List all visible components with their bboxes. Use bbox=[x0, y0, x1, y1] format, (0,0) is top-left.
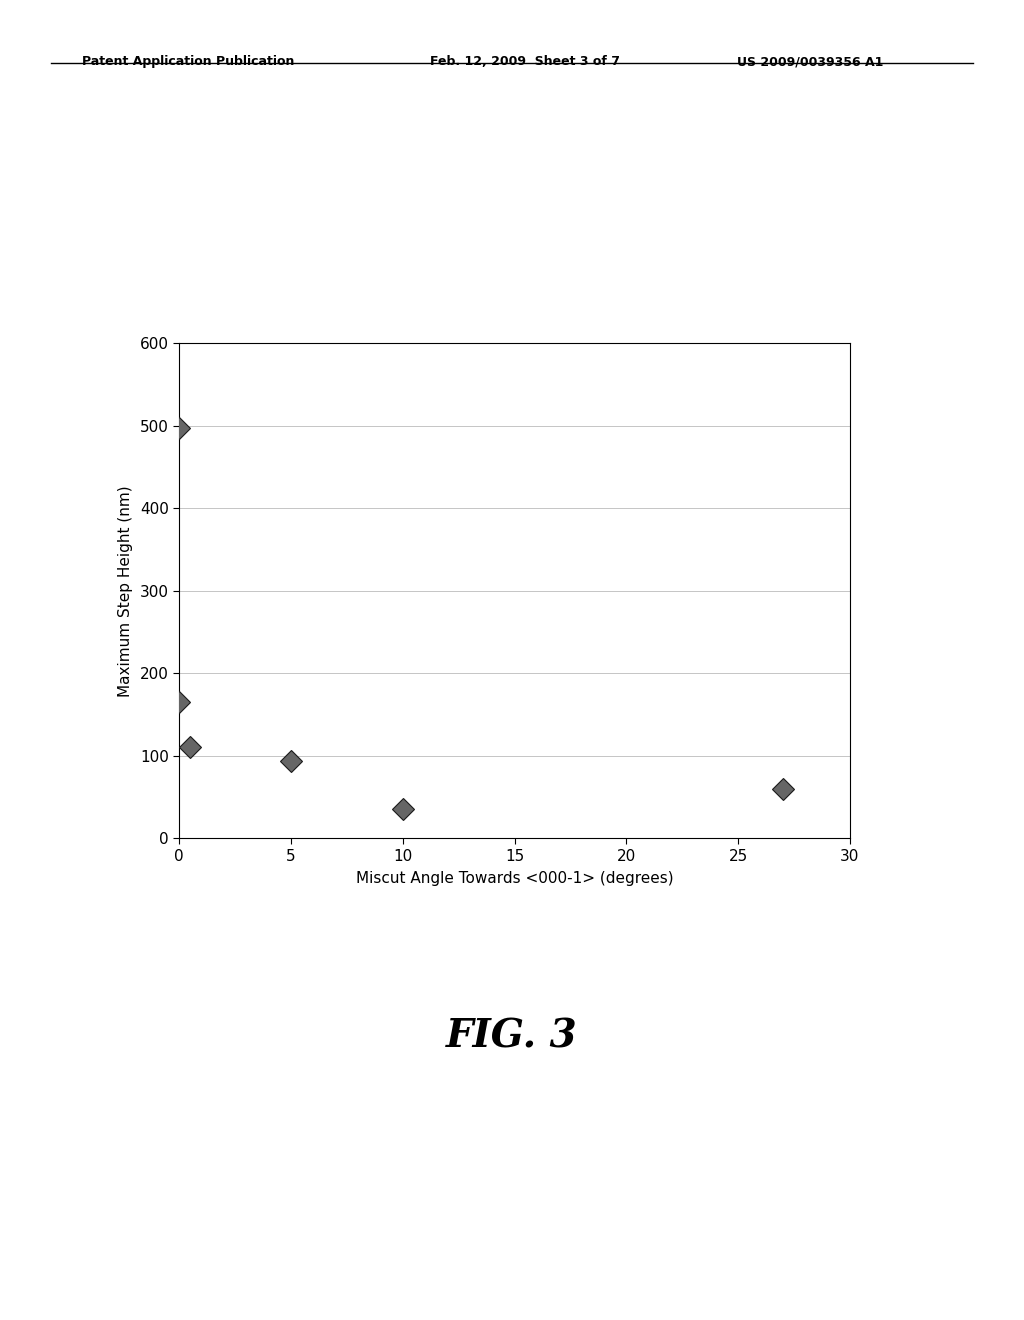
Text: FIG. 3: FIG. 3 bbox=[446, 1018, 578, 1055]
X-axis label: Miscut Angle Towards <000-1> (degrees): Miscut Angle Towards <000-1> (degrees) bbox=[355, 871, 674, 886]
Y-axis label: Maximum Step Height (nm): Maximum Step Height (nm) bbox=[118, 484, 133, 697]
Text: Feb. 12, 2009  Sheet 3 of 7: Feb. 12, 2009 Sheet 3 of 7 bbox=[430, 55, 621, 69]
Text: US 2009/0039356 A1: US 2009/0039356 A1 bbox=[737, 55, 884, 69]
Text: Patent Application Publication: Patent Application Publication bbox=[82, 55, 294, 69]
